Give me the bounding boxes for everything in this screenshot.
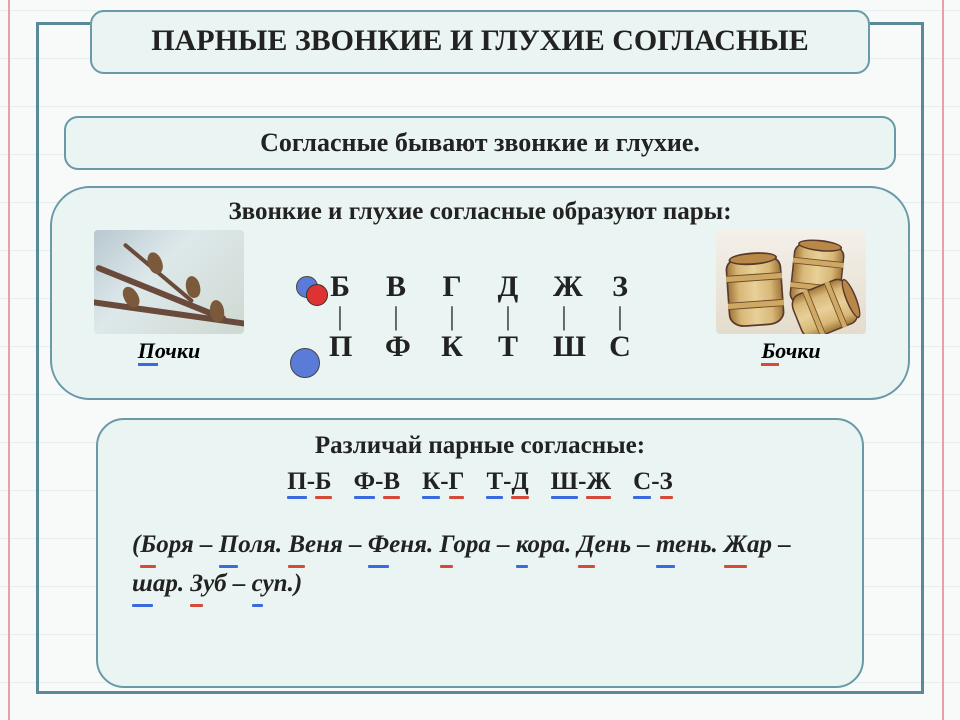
consonant-pairs-list: П-Б Ф-В К-Г Т-Д Ш-Ж С-З	[124, 468, 836, 496]
pair-bar: |	[497, 302, 519, 332]
voiced-letter: В	[385, 270, 407, 304]
voiceless-letter: Ш	[553, 330, 575, 364]
red-dot-icon	[306, 284, 328, 306]
example-word: День	[578, 526, 631, 565]
example-word: Зуб	[190, 565, 226, 604]
consonant-pair: Ш-Ж	[551, 468, 612, 496]
pair-bar: |	[553, 302, 575, 332]
pair-bar: |	[385, 302, 407, 332]
example-sentences: (Боря – Поля. Веня – Феня. Гора – кора. …	[124, 526, 836, 604]
examples-card: Различай парные согласные: П-Б Ф-В К-Г Т-Д Ш…	[96, 418, 864, 688]
voiceless-row: ПФКТШС	[276, 330, 684, 364]
voiced-letter: Г	[441, 270, 463, 304]
examples-heading: Различай парные согласные:	[124, 432, 836, 460]
right-example-label: Бочки	[761, 338, 820, 364]
left-example: Почки	[74, 230, 264, 364]
pairs-heading: Звонкие и глухие согласные образуют пары…	[74, 198, 886, 226]
buds-image	[94, 230, 244, 334]
example-word: шар.	[132, 565, 184, 604]
voiceless-letter: С	[609, 330, 631, 364]
barrels-image	[716, 230, 866, 334]
example-word: Гора	[440, 526, 491, 565]
consonant-pair: С-З	[633, 468, 673, 496]
voiceless-letter: П	[329, 330, 351, 364]
example-word: Поля.	[219, 526, 282, 565]
pairs-body: Почки БВГДЖЗ | | | | | | ПФКТШС Бочки	[74, 230, 886, 364]
title-card: ПАРНЫЕ ЗВОНКИЕ И ГЛУХИЕ СОГЛАСНЫЕ	[90, 10, 870, 74]
page-title: ПАРНЫЕ ЗВОНКИЕ И ГЛУХИЕ СОГЛАСНЫЕ	[112, 22, 848, 60]
voiced-row: БВГДЖЗ	[276, 270, 684, 304]
pairs-card: Звонкие и глухие согласные образуют пары…	[50, 186, 910, 400]
example-word: Веня	[288, 526, 343, 565]
example-word: Боря	[140, 526, 193, 565]
pair-bar: |	[609, 302, 631, 332]
pair-bar: |	[329, 302, 351, 332]
page-subtitle: Согласные бывают звонкие и глухие.	[84, 128, 876, 158]
subtitle-card: Согласные бывают звонкие и глухие.	[64, 116, 896, 170]
left-example-label: Почки	[138, 338, 200, 364]
example-word: Жар	[724, 526, 772, 565]
voiceless-letter: Ф	[385, 330, 407, 364]
example-word: тень.	[656, 526, 718, 565]
consonant-pair: К-Г	[422, 468, 464, 496]
letters-block: БВГДЖЗ | | | | | | ПФКТШС	[276, 270, 684, 364]
voiced-letter: Ж	[553, 270, 575, 304]
example-word: кора.	[516, 526, 571, 565]
consonant-pair: Т-Д	[486, 468, 528, 496]
example-word: Феня.	[368, 526, 433, 565]
consonant-pair: Ф-В	[354, 468, 400, 496]
voiced-letter: Д	[497, 270, 519, 304]
paper-margin-right	[942, 0, 944, 720]
paper-margin-left	[8, 0, 10, 720]
voiceless-letter: Т	[497, 330, 519, 364]
voiced-letter: Б	[329, 270, 351, 304]
right-example: Бочки	[696, 230, 886, 364]
blue-dot-large-icon	[290, 348, 320, 378]
example-word: суп.	[252, 565, 294, 604]
pair-bars: | | | | | |	[276, 302, 684, 332]
voiced-letter: З	[609, 270, 631, 304]
pair-bar: |	[441, 302, 463, 332]
consonant-pair: П-Б	[287, 468, 331, 496]
voiceless-letter: К	[441, 330, 463, 364]
